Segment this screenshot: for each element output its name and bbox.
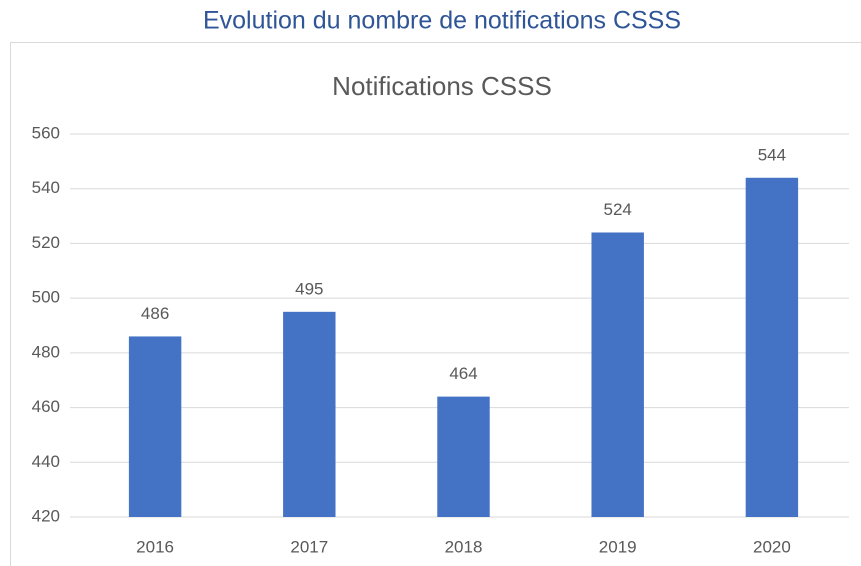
y-tick-label: 460: [32, 397, 60, 416]
data-label: 544: [758, 145, 786, 164]
bar: [283, 311, 336, 517]
x-tick-label: 2016: [136, 537, 174, 556]
data-label: 464: [449, 364, 477, 383]
x-tick-label: 2020: [753, 537, 791, 556]
bar: [591, 232, 644, 517]
y-tick-label: 520: [32, 233, 60, 252]
page-heading: Evolution du nombre de notifications CSS…: [203, 7, 681, 35]
x-tick-label: 2018: [445, 537, 483, 556]
bar: [437, 396, 490, 517]
y-tick-label: 440: [32, 452, 60, 471]
x-tick-label: 2017: [290, 537, 328, 556]
bar: [128, 336, 182, 517]
data-label: 486: [141, 304, 169, 323]
data-label: 495: [295, 279, 323, 298]
y-tick-label: 540: [32, 178, 60, 197]
chart-title: Notifications CSSS: [332, 71, 552, 101]
y-tick-label: 500: [32, 288, 60, 307]
y-tick-label: 560: [32, 123, 60, 142]
y-tick-label: 420: [32, 506, 60, 525]
x-tick-label: 2019: [599, 537, 637, 556]
y-tick-label: 480: [32, 342, 60, 361]
bar: [745, 177, 799, 517]
data-label: 524: [604, 200, 632, 219]
